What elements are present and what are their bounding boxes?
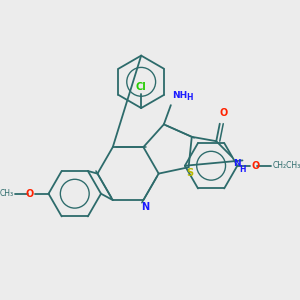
Text: O: O bbox=[219, 109, 227, 118]
Text: O: O bbox=[26, 189, 34, 199]
Text: S: S bbox=[186, 168, 193, 178]
Text: Cl: Cl bbox=[136, 82, 147, 92]
Text: CH₂CH₃: CH₂CH₃ bbox=[272, 161, 300, 170]
Text: O: O bbox=[251, 161, 260, 171]
Text: CH₃: CH₃ bbox=[0, 189, 14, 198]
Text: H: H bbox=[239, 165, 245, 174]
Text: NH: NH bbox=[172, 91, 188, 100]
Text: N: N bbox=[233, 159, 241, 168]
Text: H: H bbox=[187, 93, 193, 102]
Text: N: N bbox=[141, 202, 149, 212]
